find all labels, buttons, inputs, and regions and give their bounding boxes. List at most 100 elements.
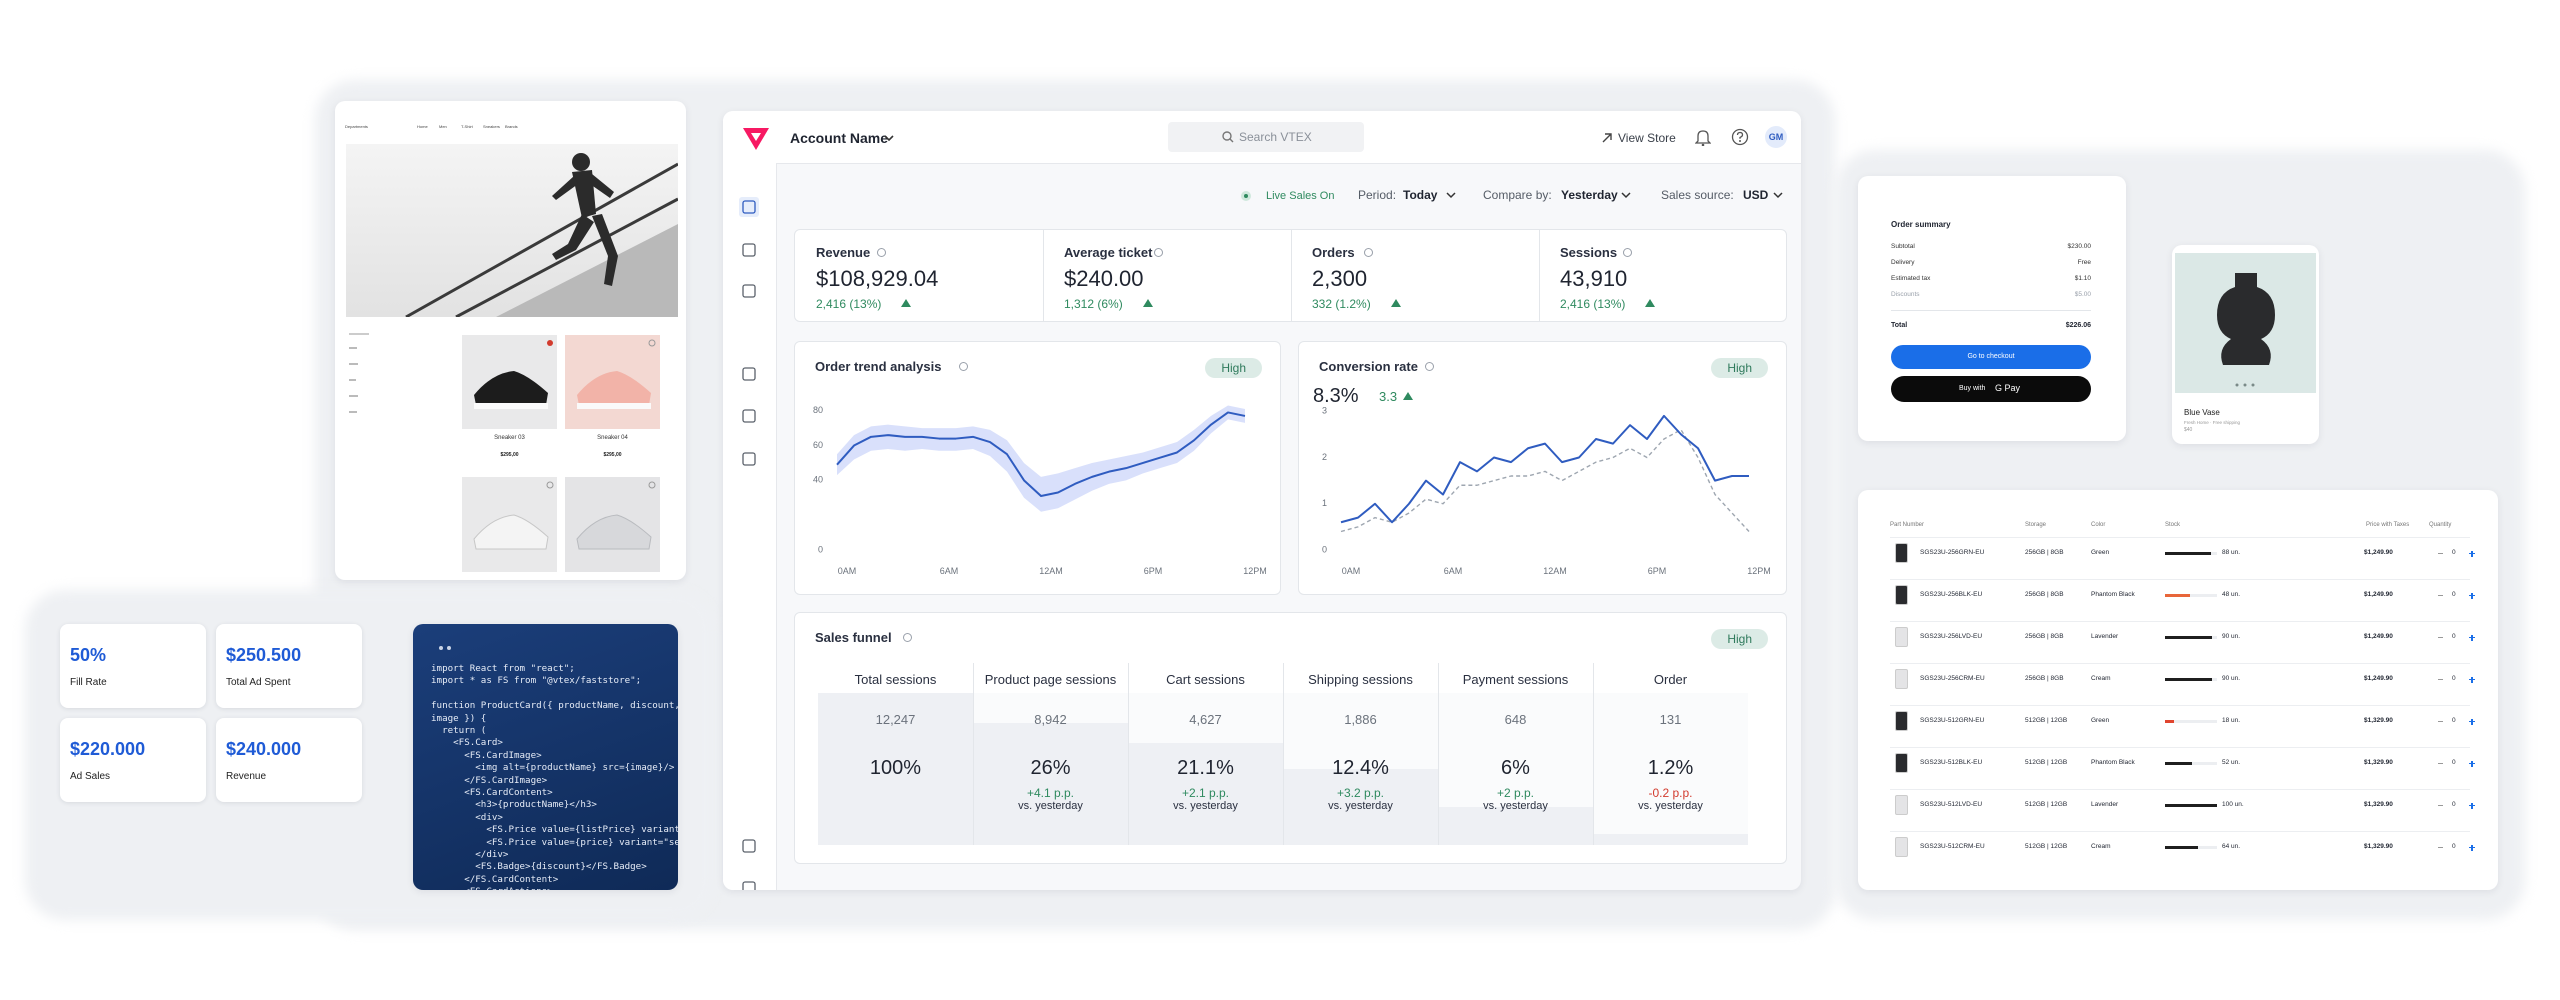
chart-badge[interactable]: High	[1711, 629, 1768, 649]
bell-icon[interactable]	[1695, 128, 1711, 146]
chevron	[1621, 192, 1631, 199]
kpi-divider	[1043, 230, 1044, 321]
nav-icon[interactable]	[739, 836, 759, 856]
stage-name: Payment sessions	[1462, 672, 1569, 687]
chart-badge[interactable]: High	[1711, 358, 1768, 378]
product-card: Blue Vase Fresh Home · Free shipping $40	[2172, 245, 2319, 444]
code-line: </FS.CardImage>	[431, 774, 548, 786]
nav-icon[interactable]	[739, 281, 759, 301]
nav-link[interactable]: Men	[439, 124, 447, 129]
nav-icon[interactable]	[739, 364, 759, 384]
storage: 256GB | 8GB	[2025, 675, 2064, 682]
stage-delta: -0.2 p.p.	[1648, 786, 1693, 800]
plus-button-v[interactable]	[2471, 550, 2473, 557]
quantity: 0	[2452, 675, 2456, 682]
chart-title: Conversion rate	[1319, 359, 1418, 374]
nav-icon[interactable]	[739, 878, 759, 890]
search-box[interactable]	[1168, 122, 1364, 152]
quantity: 0	[2452, 801, 2456, 808]
stage-note: vs. yesterday	[1328, 800, 1393, 812]
live-dot	[1244, 194, 1248, 198]
x-tick-label: 6PM	[1648, 566, 1667, 576]
minus-button[interactable]	[2438, 553, 2443, 554]
product-meta: Fresh Home · Free shipping	[2184, 420, 2241, 425]
kpi-change: 1,312 (6%)	[1064, 297, 1123, 311]
phone-thumb	[1895, 753, 1908, 773]
plus-button-v[interactable]	[2471, 634, 2473, 641]
plus-button-v[interactable]	[2471, 592, 2473, 599]
nav-icon[interactable]	[739, 197, 759, 217]
plus-button-v[interactable]	[2471, 760, 2473, 767]
checkout-label: Go to checkout	[1967, 353, 2015, 360]
nav-icon[interactable]	[739, 449, 759, 469]
chart-title: Order trend analysis	[815, 359, 942, 374]
live-label[interactable]: Live Sales On	[1266, 190, 1335, 202]
quantity: 0	[2452, 633, 2456, 640]
checkout-button[interactable]: Go to checkout	[1891, 345, 2091, 369]
stock-bar	[2165, 678, 2212, 681]
phone-thumb	[1895, 585, 1908, 605]
compare-value[interactable]: Yesterday	[1561, 188, 1618, 202]
summary-label: Subtotal	[1891, 243, 1915, 250]
summary-value: $230.00	[2067, 243, 2092, 250]
plus-button-v[interactable]	[2471, 718, 2473, 725]
nav-link[interactable]: T-Shirt	[461, 124, 473, 129]
chart-badge[interactable]: High	[1205, 358, 1262, 378]
gpay-brand: G Pay	[1995, 383, 2021, 393]
nav-icon-shape	[742, 839, 756, 853]
avatar[interactable]	[1765, 126, 1787, 148]
row-divider	[1890, 705, 2470, 706]
minus-button[interactable]	[2438, 637, 2443, 638]
gpay-button[interactable]: Buy with G Pay	[1891, 376, 2091, 402]
comparison-line	[1340, 429, 1750, 533]
stock-label: 52 un.	[2222, 759, 2241, 766]
phone-thumb	[1895, 837, 1908, 857]
minus-button[interactable]	[2438, 679, 2443, 680]
nav-icon[interactable]	[739, 406, 759, 426]
quantity: 0	[2452, 717, 2456, 724]
minus-button[interactable]	[2438, 805, 2443, 806]
minus-button[interactable]	[2438, 595, 2443, 596]
nav-link[interactable]: Departments	[345, 124, 368, 129]
view-store[interactable]: View Store	[1618, 131, 1676, 145]
nav-link[interactable]: Home	[417, 124, 428, 129]
nav-link[interactable]: Brands	[505, 124, 518, 129]
x-tick-label: 0AM	[1342, 566, 1361, 576]
stage-name: Cart sessions	[1166, 672, 1245, 687]
kpi-change: 2,416 (13%)	[1560, 297, 1626, 311]
nav-link[interactable]: Sneakers	[483, 124, 500, 129]
y-tick-label: 60	[813, 440, 823, 450]
price: $1,329.90	[2364, 759, 2393, 766]
parts-table: Part Number Storage Color Stock Price with T…	[1858, 490, 2498, 890]
plus-button-v[interactable]	[2471, 802, 2473, 809]
help-icon	[1364, 248, 1373, 257]
nav-icon-shape	[742, 367, 756, 381]
part-number: SGS23U-256LVD-EU	[1920, 633, 1983, 640]
plus-button-v[interactable]	[2471, 676, 2473, 683]
ad-metric-label: Ad Sales	[70, 771, 111, 782]
minus-button[interactable]	[2438, 721, 2443, 722]
help-icon	[1623, 248, 1632, 257]
stage-name: Total sessions	[854, 672, 937, 687]
stage-delta: +4.1 p.p.	[1026, 786, 1075, 800]
logo[interactable]	[743, 126, 769, 150]
product-names: Sneaker 03 $295,00 Sneaker 04 $295,00	[462, 433, 662, 473]
filters	[349, 333, 439, 453]
price: $1,249.90	[2364, 549, 2393, 556]
plus-button-v[interactable]	[2471, 844, 2473, 851]
vase-image	[2175, 253, 2316, 393]
source-value[interactable]: USD	[1743, 188, 1769, 202]
phone-thumb	[1895, 711, 1908, 731]
minus-button[interactable]	[2438, 847, 2443, 848]
part-number: SGS23U-256GRN-EU	[1920, 549, 1985, 556]
phone-thumb	[1895, 627, 1908, 647]
funnel-divider	[1593, 663, 1594, 845]
nav-icon[interactable]	[739, 240, 759, 260]
period-value[interactable]: Today	[1403, 188, 1438, 202]
stage-delta: +2.1 p.p.	[1181, 786, 1230, 800]
total-value: $226.06	[2065, 322, 2091, 329]
account-name[interactable]: Account Name	[790, 130, 889, 146]
help-icon[interactable]	[1731, 128, 1749, 146]
minus-button[interactable]	[2438, 763, 2443, 764]
funnel-divider	[1438, 663, 1439, 845]
